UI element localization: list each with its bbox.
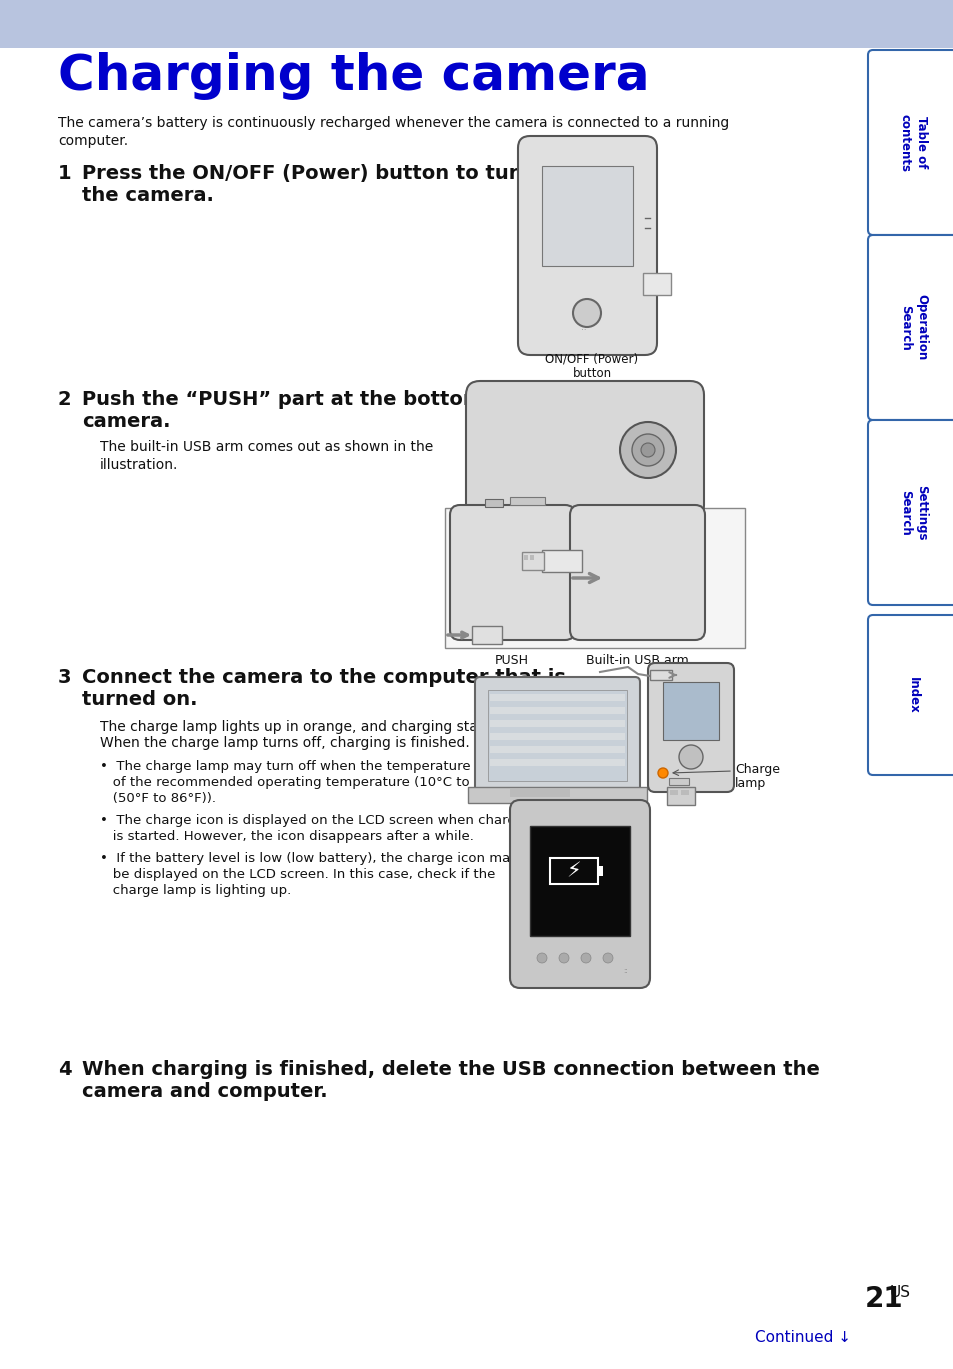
Text: ::: :: bbox=[580, 323, 586, 331]
FancyBboxPatch shape bbox=[647, 663, 733, 793]
Text: 1: 1 bbox=[58, 164, 71, 183]
Text: Settings
Search: Settings Search bbox=[898, 485, 927, 541]
Bar bbox=[530, 554, 534, 560]
Text: US: US bbox=[889, 1285, 910, 1301]
Text: The built-in USB arm comes out as shown in the: The built-in USB arm comes out as shown … bbox=[100, 439, 433, 455]
FancyBboxPatch shape bbox=[475, 678, 639, 793]
Text: •  The charge icon is displayed on the LCD screen when charging: • The charge icon is displayed on the LC… bbox=[100, 815, 536, 827]
Bar bbox=[598, 867, 602, 876]
Text: Charging the camera: Charging the camera bbox=[58, 52, 649, 100]
Circle shape bbox=[679, 745, 702, 769]
Text: charge lamp is lighting up.: charge lamp is lighting up. bbox=[100, 884, 291, 897]
Bar bbox=[669, 790, 678, 795]
FancyBboxPatch shape bbox=[569, 505, 704, 639]
Bar bbox=[490, 706, 624, 715]
Circle shape bbox=[580, 953, 590, 962]
Bar bbox=[490, 720, 624, 727]
Text: turned on.: turned on. bbox=[82, 690, 197, 709]
FancyBboxPatch shape bbox=[867, 235, 953, 420]
Text: Press the ON/OFF (Power) button to turn off: Press the ON/OFF (Power) button to turn … bbox=[82, 164, 569, 183]
Text: •  If the battery level is low (low battery), the charge icon may not: • If the battery level is low (low batte… bbox=[100, 852, 543, 865]
Text: 4: 4 bbox=[58, 1060, 71, 1079]
Text: PUSH: PUSH bbox=[495, 654, 529, 667]
Text: Table of
contents: Table of contents bbox=[898, 114, 927, 171]
Text: (50°F to 86°F)).: (50°F to 86°F)). bbox=[100, 793, 215, 805]
Bar bbox=[510, 497, 544, 505]
Text: When the charge lamp turns off, charging is finished.: When the charge lamp turns off, charging… bbox=[100, 737, 469, 750]
Circle shape bbox=[537, 953, 546, 962]
Circle shape bbox=[573, 298, 600, 327]
Circle shape bbox=[658, 768, 667, 778]
Text: 2: 2 bbox=[58, 390, 71, 409]
Bar bbox=[510, 789, 569, 797]
Text: Operation
Search: Operation Search bbox=[898, 294, 927, 360]
FancyBboxPatch shape bbox=[867, 615, 953, 775]
Text: be displayed on the LCD screen. In this case, check if the: be displayed on the LCD screen. In this … bbox=[100, 868, 495, 882]
Bar bbox=[490, 746, 624, 753]
Text: When charging is finished, delete the USB connection between the: When charging is finished, delete the US… bbox=[82, 1060, 819, 1079]
Circle shape bbox=[619, 422, 676, 478]
Bar bbox=[468, 787, 646, 804]
Bar bbox=[444, 508, 744, 648]
Bar bbox=[541, 166, 633, 266]
Text: The charge lamp lights up in orange, and charging starts.: The charge lamp lights up in orange, and… bbox=[100, 720, 500, 734]
Bar bbox=[484, 498, 502, 507]
Text: the camera.: the camera. bbox=[82, 186, 213, 205]
Text: ON/OFF (Power): ON/OFF (Power) bbox=[545, 353, 638, 366]
Text: Connect the camera to the computer that is: Connect the camera to the computer that … bbox=[82, 668, 565, 687]
Text: 21: 21 bbox=[864, 1285, 902, 1313]
Bar bbox=[530, 826, 629, 936]
Bar bbox=[541, 550, 581, 572]
Text: computer.: computer. bbox=[58, 134, 128, 148]
Text: •  The charge lamp may turn off when the temperature is outside: • The charge lamp may turn off when the … bbox=[100, 760, 538, 773]
Text: Built-in USB arm: Built-in USB arm bbox=[585, 654, 688, 667]
Bar bbox=[488, 690, 626, 780]
Bar bbox=[649, 669, 671, 680]
FancyBboxPatch shape bbox=[450, 505, 575, 639]
Circle shape bbox=[602, 953, 613, 962]
Circle shape bbox=[631, 434, 663, 465]
FancyBboxPatch shape bbox=[510, 799, 649, 988]
Text: camera and computer.: camera and computer. bbox=[82, 1082, 327, 1101]
FancyBboxPatch shape bbox=[867, 420, 953, 605]
Circle shape bbox=[558, 953, 568, 962]
Text: button: button bbox=[572, 367, 611, 381]
Bar bbox=[666, 787, 695, 805]
FancyBboxPatch shape bbox=[867, 51, 953, 235]
Text: lamp: lamp bbox=[734, 778, 765, 790]
Bar bbox=[490, 758, 624, 767]
Bar bbox=[490, 694, 624, 701]
Text: ::: :: bbox=[622, 968, 627, 973]
Text: of the recommended operating temperature (10°C to 30°C: of the recommended operating temperature… bbox=[100, 776, 506, 789]
Bar bbox=[490, 732, 624, 741]
FancyBboxPatch shape bbox=[517, 136, 657, 355]
Text: illustration.: illustration. bbox=[100, 459, 178, 472]
Text: Push the “PUSH” part at the bottom of the: Push the “PUSH” part at the bottom of th… bbox=[82, 390, 555, 409]
Bar bbox=[521, 552, 543, 570]
Bar bbox=[662, 682, 719, 741]
Text: is started. However, the icon disappears after a while.: is started. However, the icon disappears… bbox=[100, 830, 474, 843]
Bar bbox=[550, 858, 598, 884]
Bar bbox=[680, 790, 688, 795]
Bar bbox=[472, 626, 501, 643]
Text: Continued ↓: Continued ↓ bbox=[754, 1331, 850, 1344]
Bar bbox=[642, 272, 670, 294]
Text: ⚡: ⚡ bbox=[566, 861, 580, 882]
Text: The camera’s battery is continuously recharged whenever the camera is connected : The camera’s battery is continuously rec… bbox=[58, 116, 728, 130]
Bar bbox=[668, 778, 688, 784]
FancyBboxPatch shape bbox=[465, 381, 703, 519]
Text: 3: 3 bbox=[58, 668, 71, 687]
Text: Index: Index bbox=[906, 676, 919, 713]
Text: camera.: camera. bbox=[82, 412, 171, 431]
Text: Charge: Charge bbox=[734, 763, 780, 776]
Circle shape bbox=[640, 444, 655, 457]
Bar bbox=[523, 554, 527, 560]
Bar bbox=[0, 0, 953, 48]
